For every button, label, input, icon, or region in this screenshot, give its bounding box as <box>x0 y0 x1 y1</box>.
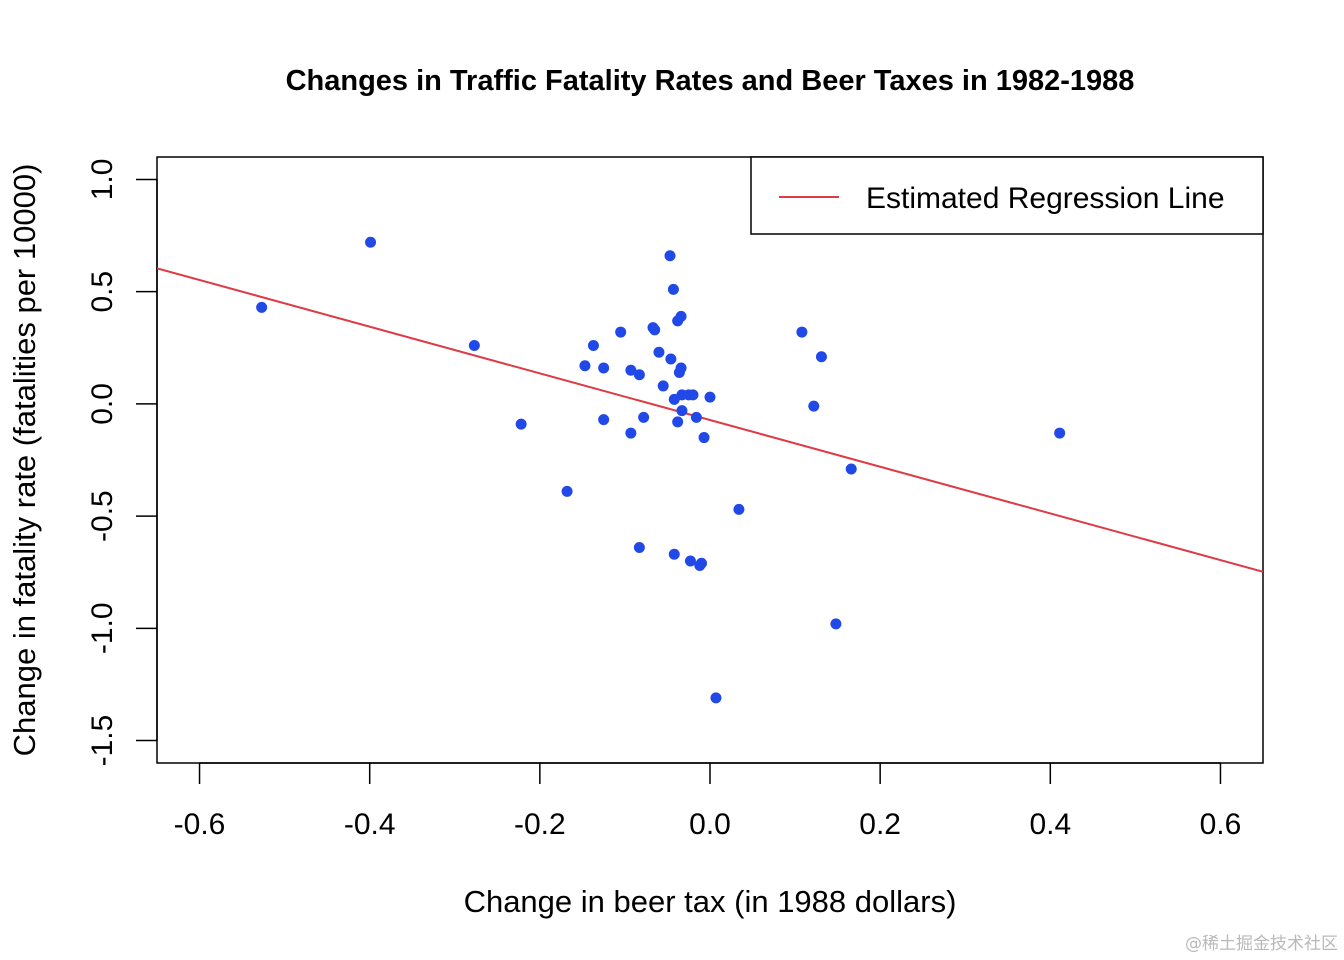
data-point <box>468 340 480 352</box>
y-axis: -1.5 -1.0 -0.5 0.0 0.5 1.0 <box>86 159 158 767</box>
data-point <box>625 427 637 439</box>
data-point <box>561 485 573 497</box>
data-point <box>815 351 827 363</box>
x-tick-label: -0.6 <box>174 808 226 841</box>
data-point <box>365 236 377 248</box>
regression-layer <box>157 267 1263 573</box>
data-point <box>665 353 677 365</box>
y-tick-label: 0.0 <box>86 383 119 425</box>
data-point <box>845 463 857 475</box>
legend-label: Estimated Regression Line <box>866 182 1225 215</box>
x-tick-label: 0.2 <box>859 808 901 841</box>
data-point <box>653 346 665 358</box>
data-point <box>657 380 669 392</box>
x-tick-label: 0.0 <box>689 808 731 841</box>
x-axis: -0.6 -0.4 -0.2 0.0 0.2 0.4 0.6 <box>174 762 1242 841</box>
data-point <box>633 542 645 554</box>
data-point <box>672 416 684 428</box>
y-tick-label: -0.5 <box>86 490 119 542</box>
data-point <box>698 432 710 444</box>
data-point <box>664 250 676 262</box>
data-point <box>598 362 610 374</box>
data-point <box>796 326 808 338</box>
x-tick-label: 0.6 <box>1200 808 1242 841</box>
points-layer <box>256 236 1066 704</box>
data-point <box>625 364 637 376</box>
data-point <box>587 340 599 352</box>
data-point <box>515 418 527 430</box>
data-point <box>579 360 591 372</box>
data-point <box>649 324 661 336</box>
data-point <box>687 389 699 401</box>
data-point <box>598 414 610 426</box>
regression-line <box>157 267 1263 573</box>
data-point <box>675 362 687 374</box>
data-point <box>830 618 842 630</box>
x-tick-label: -0.2 <box>514 808 566 841</box>
x-tick-label: 0.4 <box>1029 808 1071 841</box>
data-point <box>638 411 650 423</box>
data-point <box>675 310 687 322</box>
y-tick-label: -1.0 <box>86 602 119 654</box>
data-point <box>704 391 716 403</box>
data-point <box>695 557 707 569</box>
data-point <box>733 503 745 515</box>
data-point <box>633 369 645 381</box>
plot-frame <box>156 156 1264 764</box>
y-tick-label: 0.5 <box>86 271 119 313</box>
x-tick-label: -0.4 <box>344 808 396 841</box>
legend: Estimated Regression Line <box>750 156 1264 235</box>
legend-box <box>750 156 1264 235</box>
y-axis-label: Change in fatality rate (fatalities per … <box>7 164 42 757</box>
data-point <box>667 283 679 295</box>
y-tick-label: 1.0 <box>86 159 119 201</box>
data-point <box>690 411 702 423</box>
data-point <box>684 555 696 567</box>
data-point <box>1054 427 1066 439</box>
data-point <box>668 548 680 560</box>
watermark: @稀土掘金技术社区 <box>1185 934 1338 954</box>
data-point <box>256 301 268 313</box>
data-point <box>710 692 722 704</box>
data-point <box>676 405 688 417</box>
data-point <box>808 400 820 412</box>
data-point <box>615 326 627 338</box>
x-axis-label: Change in beer tax (in 1988 dollars) <box>464 884 957 919</box>
chart-title: Changes in Traffic Fatality Rates and Be… <box>286 65 1135 97</box>
y-tick-label: -1.5 <box>86 715 119 767</box>
